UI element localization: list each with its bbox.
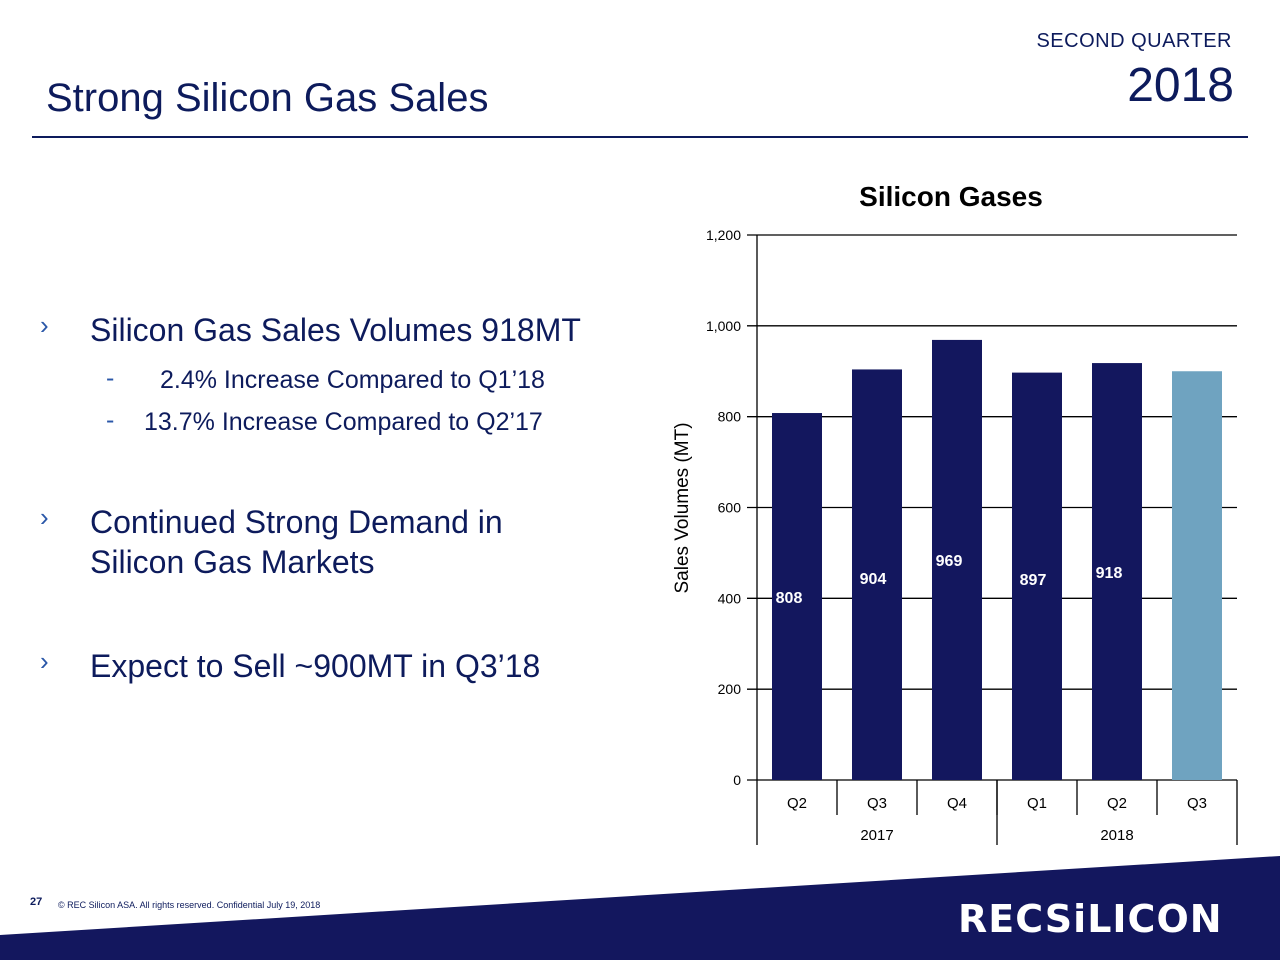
y-tick-label: 400 (718, 590, 742, 606)
header-quarter: SECOND QUARTER (1036, 30, 1232, 52)
dash-icon: - (106, 406, 115, 434)
y-tick-label: 600 (718, 500, 742, 516)
y-tick-label: 800 (718, 409, 742, 425)
data-label: 969 (936, 553, 963, 570)
bullet-text: Continued Strong Demand in (90, 504, 503, 540)
x-tick-label: Q4 (947, 795, 967, 812)
chevron-right-icon: › (40, 646, 49, 676)
group-label: 2017 (860, 827, 893, 844)
x-tick-label: Q2 (1107, 795, 1127, 812)
bar (932, 339, 982, 780)
data-label: 918 (1096, 565, 1123, 582)
bar (772, 413, 822, 780)
footer-copyright: © REC Silicon ASA. All rights reserved. … (58, 900, 321, 910)
y-tick-label: 1,000 (706, 318, 741, 334)
title-divider (32, 136, 1248, 138)
data-label: 808 (776, 590, 803, 607)
x-tick-label: Q1 (1027, 795, 1047, 812)
y-tick-label: 1,200 (706, 227, 741, 243)
bar (1172, 371, 1222, 780)
chevron-right-icon: › (40, 502, 49, 532)
header-year: 2018 (1127, 59, 1234, 112)
footer-band-shape (0, 856, 1280, 960)
y-tick-label: 200 (718, 681, 742, 697)
bullet-text: Silicon Gas Sales Volumes 918MT (90, 312, 581, 348)
bar (852, 369, 902, 780)
bullet-text: Silicon Gas Markets (90, 544, 375, 580)
sub-bullet-text: 2.4% Increase Compared to Q1’18 (160, 366, 545, 394)
sub-bullet-text: 13.7% Increase Compared to Q2’17 (144, 408, 543, 436)
data-label: 904 (860, 571, 887, 588)
chevron-right-icon: › (40, 310, 49, 340)
y-axis-label: Sales Volumes (MT) (672, 422, 693, 593)
bar (1012, 372, 1062, 780)
x-tick-label: Q3 (1187, 795, 1207, 812)
group-label: 2018 (1100, 827, 1133, 844)
x-tick-label: Q3 (867, 795, 887, 812)
x-tick-label: Q2 (787, 795, 807, 812)
company-logo: RECSiLICON (958, 897, 1223, 941)
bullet-text: Expect to Sell ~900MT in Q3’18 (90, 648, 541, 684)
page-number: 27 (30, 896, 43, 908)
bar (1092, 363, 1142, 780)
y-tick-label: 0 (733, 772, 741, 788)
page-title: Strong Silicon Gas Sales (46, 76, 489, 120)
chart-title: Silicon Gases (859, 181, 1043, 212)
dash-icon: - (106, 364, 115, 392)
data-label: 897 (1020, 572, 1047, 589)
